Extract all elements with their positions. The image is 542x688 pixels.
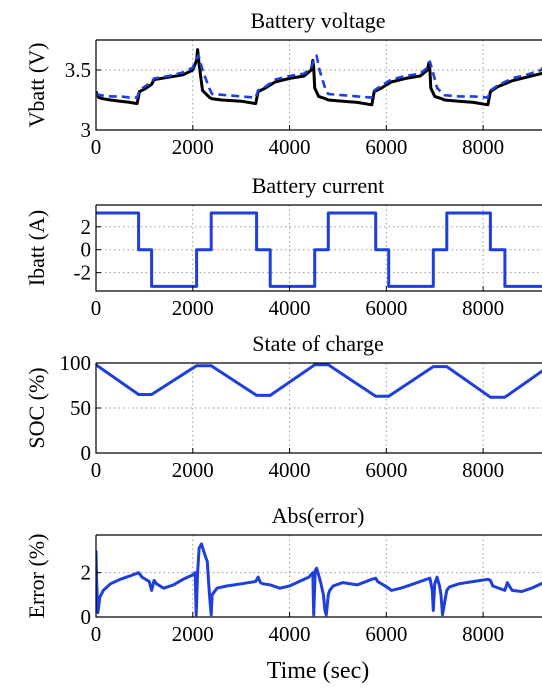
series-line-0 <box>96 542 542 617</box>
x-tick-label: 6000 <box>365 135 407 159</box>
figure-x-axis-label: Time (sec) <box>267 658 369 684</box>
panel-state-of-charge: 0 2000 4000 6000 8000 0 50 100 State of charge SO… <box>24 331 542 482</box>
x-tick-label: 2000 <box>172 135 214 159</box>
x-tick-label: 0 <box>91 296 102 320</box>
x-tick-label: 8000 <box>462 135 504 159</box>
x-tick-label: 8000 <box>462 296 504 320</box>
x-tick-label: 2000 <box>172 622 214 646</box>
chart-title: State of charge <box>252 331 384 356</box>
x-tick-label: 4000 <box>269 135 311 159</box>
x-tick-label: 2000 <box>172 458 214 482</box>
chart-title: Battery current <box>252 173 385 198</box>
x-tick-label: 4000 <box>269 296 311 320</box>
x-tick-label: 0 <box>91 458 102 482</box>
y-tick-label: -2 <box>74 261 92 285</box>
y-axis-label: SOC (%) <box>24 367 49 448</box>
x-tick-label: 0 <box>91 135 102 159</box>
y-tick-label: 0 <box>81 238 92 262</box>
y-tick-label: 0 <box>81 605 92 629</box>
y-tick-label: 3.5 <box>65 58 91 82</box>
x-tick-label: 6000 <box>365 296 407 320</box>
y-tick-label: 2 <box>81 215 92 239</box>
y-axis-label: Error (%) <box>24 534 49 619</box>
x-tick-label: 8000 <box>462 458 504 482</box>
series-line-0 <box>96 363 542 399</box>
y-tick-label: 0 <box>81 441 92 465</box>
x-tick-label: 2000 <box>172 296 214 320</box>
y-tick-label: 2 <box>81 561 92 585</box>
series-line-0 <box>96 211 542 288</box>
panel-battery-voltage: 0 2000 4000 6000 8000 3 3.5 Battery voltage Vbat… <box>24 8 542 159</box>
panel-abs-error: 0 2000 4000 6000 8000 0 2 Abs(error) Error (%) <box>24 503 542 646</box>
y-tick-label: 50 <box>70 396 91 420</box>
y-axis-label: Vbatt (V) <box>24 43 49 128</box>
series-line-1 <box>96 54 542 99</box>
x-tick-label: 8000 <box>462 622 504 646</box>
y-tick-label: 100 <box>60 351 92 375</box>
x-tick-label: 4000 <box>269 622 311 646</box>
x-tick-label: 0 <box>91 622 102 646</box>
chart-title: Abs(error) <box>272 503 365 528</box>
axes-frame <box>95 39 542 131</box>
chart-title: Battery voltage <box>250 8 385 33</box>
x-tick-label: 6000 <box>365 622 407 646</box>
y-tick-label: 3 <box>81 118 92 142</box>
x-tick-label: 4000 <box>269 458 311 482</box>
x-tick-label: 6000 <box>365 458 407 482</box>
axes-frame <box>95 204 542 292</box>
y-axis-label: Ibatt (A) <box>24 210 49 286</box>
